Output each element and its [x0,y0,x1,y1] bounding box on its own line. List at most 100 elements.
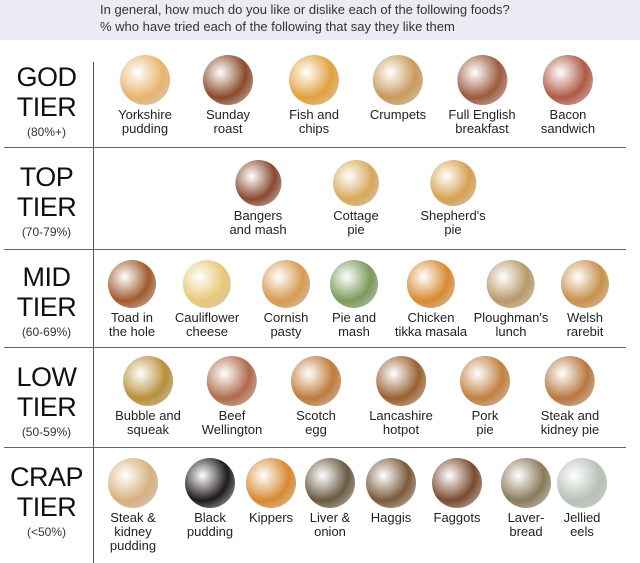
food-label: Cauliflower [174,310,240,325]
food-label: Cottage [333,208,379,223]
tier-range: (60-69%) [21,325,72,339]
food-label: squeak [127,422,169,437]
cauliflower-cheese-image [183,260,231,308]
food-label: egg [305,422,327,437]
jellied-eels-image [557,458,607,508]
food-label: bread [509,524,543,539]
food-item: Liver & onion [305,458,355,539]
food-item: Bacon sandwich [541,55,595,136]
cornish-pasty-image [262,260,310,308]
food-label: Haggis [370,510,412,525]
scotch-egg-image [291,356,341,406]
food-label: kidney pie [540,422,600,437]
food-item: Beef Wellington [202,356,262,437]
full-english-breakfast-image [456,55,507,105]
food-item: Kippers [246,458,296,525]
food-item: Fish and chips [289,55,339,136]
bangers-and-mash-image [235,160,281,206]
food-item: Jellied eels [557,458,607,539]
bacon-sandwich-image [542,55,593,105]
tier-range: (70-79%) [21,225,72,239]
food-label: pudding [186,524,234,539]
food-label: sandwich [540,121,596,136]
food-label: Toad in [111,310,153,325]
tier-label: GOD TIER (80%+) [0,62,93,139]
food-item: Laver-bread [501,458,551,539]
tier-label: TOP TIER (70-79%) [0,162,93,239]
food-label: Full English [448,107,516,122]
tier-range: (<50%) [26,525,67,539]
food-label: Lancashire [369,408,433,423]
toad-in-the-hole-image [108,260,156,308]
steak-and-kidney-pudding-image [108,458,158,508]
food-item: Pie and mash [330,260,378,339]
food-label: Bangers [233,208,283,223]
food-item: Lancashire hotpot [369,356,433,437]
tier-range: (50-59%) [21,425,72,439]
food-item: Shepherd's pie [420,160,486,237]
food-label: mash [338,324,370,339]
food-item: Cauliflower cheese [175,260,239,339]
food-label: Cornish [263,310,309,325]
chicken-tikka-masala-image [407,260,455,308]
food-item: Black pudding [185,458,235,539]
sunday-roast-image [203,55,253,105]
lancashire-hotpot-image [375,356,426,406]
food-item: Bangers and mash [229,160,287,237]
food-label: Welsh [567,310,603,325]
food-item: Welsh rarebit [561,260,609,339]
liver-and-onion-image [305,458,355,508]
food-label: eels [570,524,594,539]
food-label: Steak and [540,408,600,423]
food-label: Fish and [289,107,339,122]
food-label: Pork [471,408,499,423]
food-item: Faggots [432,458,482,525]
food-item: Steak and kidney pie [540,356,600,437]
food-label: hotpot [382,422,420,437]
tier-name: TOP [19,162,74,192]
food-label: Beef [218,408,246,423]
pie-and-mash-image [330,260,378,308]
tier-label: MID TIER (60-69%) [0,262,93,339]
tier-word: TIER [16,392,77,422]
shepherds-pie-image [430,160,476,206]
food-item: Cornish pasty [262,260,310,339]
food-label: Shepherd's [420,208,486,223]
food-label: Laver- [507,510,545,525]
food-label: pasty [270,324,302,339]
survey-subtitle: % who have tried each of the following t… [100,19,455,34]
food-item: Pork pie [460,356,510,437]
food-label: the hole [108,324,156,339]
ploughmans-lunch-image [487,260,535,308]
food-item: Haggis [366,458,416,525]
tier-label: LOW TIER (50-59%) [0,362,93,439]
faggots-image [432,458,482,508]
tier-word: TIER [16,192,77,222]
food-label: Faggots [433,510,481,525]
kippers-image [246,458,296,508]
food-label: Yorkshire [118,107,172,122]
food-label: pudding [121,121,169,136]
food-label: Scotch [296,408,336,423]
food-item: Crumpets [370,55,426,122]
yorkshire-pudding-image [120,55,170,105]
haggis-image [366,458,416,508]
tier-range: (80%+) [26,125,67,139]
tier-separator-line [93,62,94,563]
food-label: Pie and [331,310,377,325]
header: In general, how much do you like or disl… [0,0,640,40]
tier-label: CRAP TIER (<50%) [0,462,93,539]
food-item: Toad in the hole [108,260,156,339]
food-label: Crumpets [369,107,427,122]
tier-divider [4,147,626,148]
food-label: and mash [229,222,287,237]
food-label: Wellington [201,422,263,437]
food-label: breakfast [455,121,509,136]
tier-divider [4,347,626,348]
food-label: Sunday [205,107,251,122]
welsh-rarebit-image [561,260,609,308]
tier-word: TIER [16,492,77,522]
food-label: lunch [495,324,527,339]
food-label: Ploughman's [473,310,549,325]
food-label: rarebit [566,324,604,339]
